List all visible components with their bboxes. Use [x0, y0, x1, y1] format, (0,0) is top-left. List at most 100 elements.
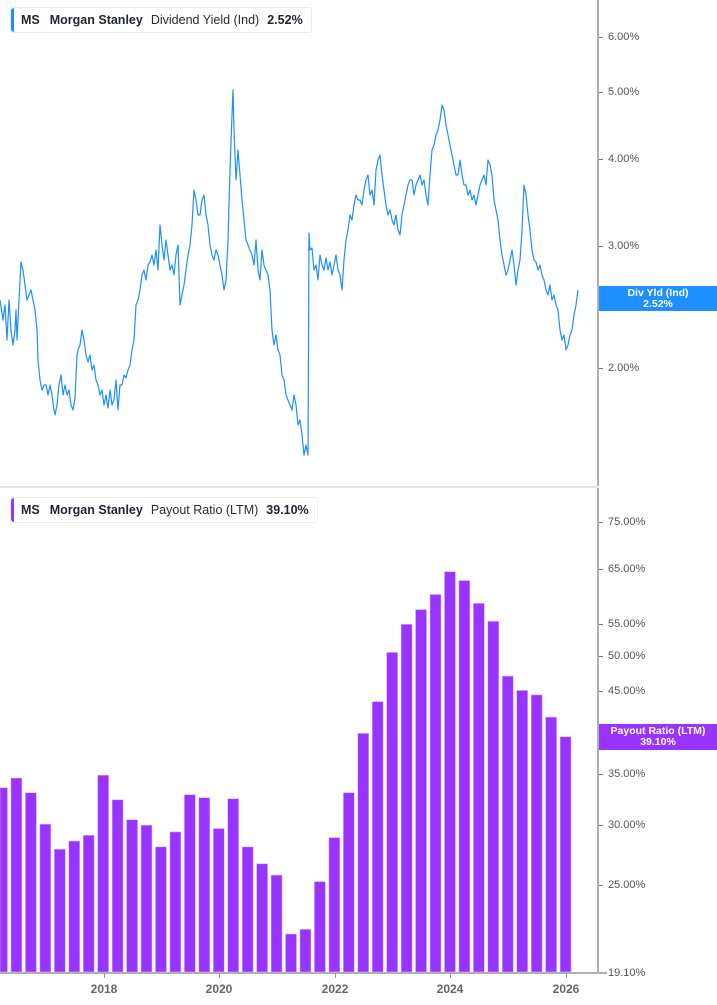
- legend-measure: Payout Ratio (LTM): [150, 503, 259, 517]
- payout-bar[interactable]: [227, 798, 239, 973]
- payout-bar[interactable]: [545, 716, 557, 973]
- payout-bar[interactable]: [198, 797, 211, 973]
- legend-company-name: Morgan Stanley: [49, 503, 143, 517]
- payout-bar[interactable]: [371, 701, 384, 973]
- payout-bar[interactable]: [357, 733, 370, 973]
- payout-bar[interactable]: [530, 694, 543, 973]
- payout-bar[interactable]: [97, 774, 109, 973]
- tick-mark: [599, 36, 603, 38]
- payout-bar[interactable]: [111, 799, 124, 973]
- tick-mark: [599, 655, 603, 657]
- x-tick-label: 2022: [321, 982, 349, 996]
- tick-mark: [599, 690, 603, 692]
- dividend-yield-line-chart: [0, 89, 579, 456]
- tick-mark: [599, 91, 603, 93]
- tick-mark: [599, 521, 603, 523]
- tag-value: 39.10%: [640, 736, 676, 748]
- payout-bar[interactable]: [0, 787, 8, 973]
- payout-bar[interactable]: [400, 623, 413, 973]
- dividend-yield-panel: MS Morgan Stanley Dividend Yield (Ind) 2…: [0, 0, 717, 486]
- tick-text: 2.00%: [608, 362, 640, 374]
- payout-ratio-bar-chart: [0, 571, 572, 973]
- legend-measure: Dividend Yield (Ind): [150, 13, 260, 27]
- payout-bar[interactable]: [184, 794, 196, 973]
- legend-ticker: MS: [21, 13, 40, 27]
- payout-bar[interactable]: [314, 881, 326, 973]
- legend-company-name: Morgan Stanley: [49, 13, 143, 27]
- y-tick-label: 4.00%: [599, 153, 639, 165]
- payout-bar[interactable]: [429, 594, 442, 973]
- x-tick-mark: [450, 973, 451, 978]
- x-tick-label: 2026: [552, 982, 580, 996]
- payout-bar[interactable]: [473, 603, 485, 973]
- tick-text: 19.10%: [608, 967, 646, 979]
- tick-text: 75.00%: [608, 516, 646, 528]
- tick-mark: [599, 623, 603, 625]
- panel-divider[interactable]: [0, 486, 598, 488]
- top-y-axis-line: [597, 0, 599, 486]
- payout-bar[interactable]: [342, 792, 355, 973]
- payout-bar[interactable]: [559, 736, 572, 973]
- tick-text: 65.00%: [608, 563, 646, 575]
- payout-bar[interactable]: [126, 819, 138, 973]
- payout-bar[interactable]: [241, 846, 254, 973]
- payout-bar[interactable]: [256, 863, 268, 973]
- payout-bar[interactable]: [501, 675, 514, 973]
- payout-bar[interactable]: [328, 837, 341, 973]
- payout-bar[interactable]: [285, 933, 297, 973]
- legend-value: 39.10%: [266, 503, 309, 517]
- payout-bar[interactable]: [415, 609, 427, 973]
- payout-bar[interactable]: [458, 580, 471, 973]
- tick-mark: [599, 884, 603, 886]
- tag-label: Div Yld (Ind): [627, 287, 689, 299]
- tick-text: 50.00%: [608, 650, 646, 662]
- y-tick-label: 30.00%: [599, 819, 645, 831]
- y-tick-label: 45.00%: [599, 685, 645, 697]
- payout-bar[interactable]: [270, 874, 283, 973]
- tick-text: 5.00%: [608, 86, 640, 98]
- payout-bar[interactable]: [386, 652, 398, 973]
- legend-ticker: MS: [21, 503, 40, 517]
- x-tick-label: 2020: [205, 982, 233, 996]
- payout-bar[interactable]: [169, 831, 182, 973]
- x-tick-label: 2018: [90, 982, 118, 996]
- x-tick-label: 2024: [436, 982, 464, 996]
- y-tick-label: 50.00%: [599, 650, 645, 662]
- y-tick-label: 65.00%: [599, 563, 645, 575]
- tick-mark: [599, 158, 603, 160]
- y-tick-label: 25.00%: [599, 879, 645, 891]
- payout-bar[interactable]: [444, 571, 456, 973]
- payout-bar[interactable]: [10, 777, 23, 973]
- payout-bar[interactable]: [53, 848, 66, 973]
- dividend-yield-legend[interactable]: MS Morgan Stanley Dividend Yield (Ind) 2…: [10, 7, 312, 33]
- tick-text: 45.00%: [608, 685, 646, 697]
- tick-text: 55.00%: [608, 618, 646, 630]
- tick-text: 25.00%: [608, 879, 646, 891]
- tick-mark: [599, 367, 603, 369]
- payout-bar[interactable]: [212, 828, 225, 973]
- payout-ratio-legend[interactable]: MS Morgan Stanley Payout Ratio (LTM) 39.…: [10, 497, 318, 523]
- x-tick-mark: [219, 973, 220, 978]
- payout-bar[interactable]: [25, 792, 37, 973]
- payout-bar[interactable]: [155, 846, 167, 973]
- y-tick-label: 5.00%: [599, 86, 639, 98]
- tick-mark: [599, 824, 603, 826]
- payout-bar[interactable]: [299, 929, 312, 973]
- y-tick-label: 75.00%: [599, 516, 645, 528]
- payout-bar[interactable]: [82, 835, 95, 973]
- x-tick-mark: [335, 973, 336, 978]
- y-tick-label: 3.00%: [599, 240, 639, 252]
- tag-label: Payout Ratio (LTM): [610, 725, 706, 737]
- payout-bar[interactable]: [487, 620, 500, 973]
- payout-bar[interactable]: [140, 824, 153, 973]
- x-tick-mark: [104, 973, 105, 978]
- y-tick-label: 2.00%: [599, 362, 639, 374]
- x-tick-mark: [566, 973, 567, 978]
- payout-bar[interactable]: [39, 823, 52, 973]
- series-color-swatch: [11, 498, 14, 522]
- tick-text: 4.00%: [608, 153, 640, 165]
- tick-text: 3.00%: [608, 240, 640, 252]
- payout-bar[interactable]: [516, 690, 529, 973]
- tick-text: 30.00%: [608, 819, 646, 831]
- payout-bar[interactable]: [68, 840, 81, 973]
